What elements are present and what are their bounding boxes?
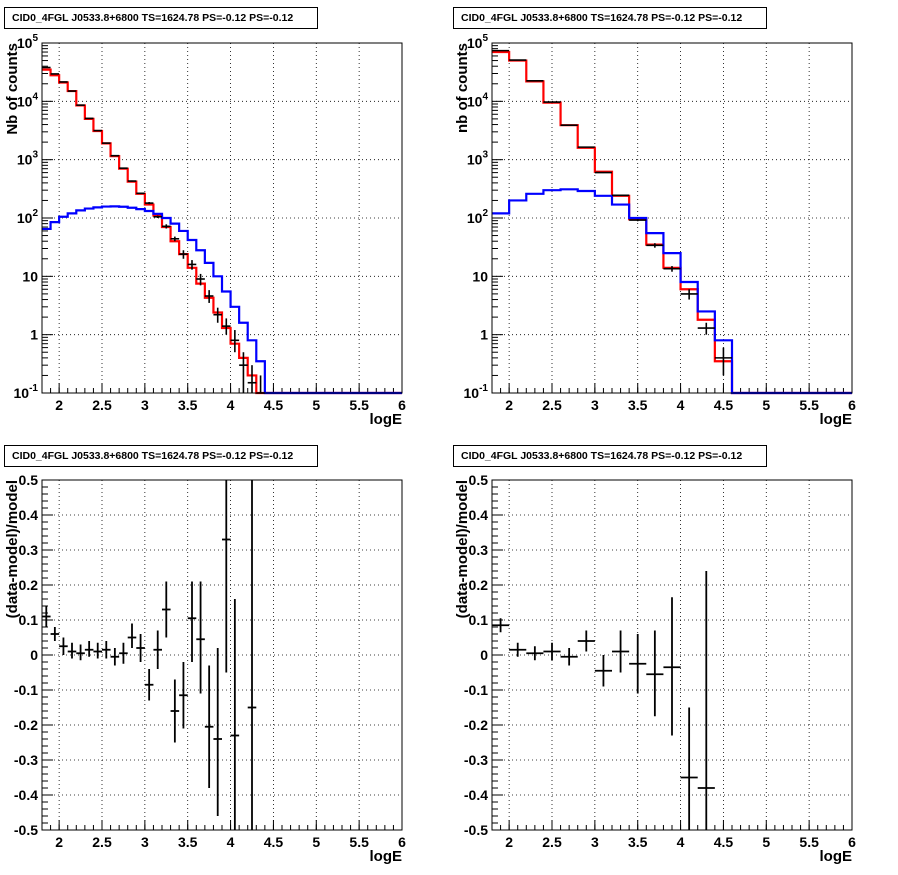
y-tick-label: -0.5 bbox=[14, 822, 38, 838]
title-bottom-right: CID0_4FGL J0533.8+6800 TS=1624.78 PS=-0.… bbox=[453, 445, 767, 467]
x-tick-label: 4.5 bbox=[714, 834, 734, 850]
plot-frame bbox=[491, 479, 853, 831]
y-tick-label: 0.5 bbox=[19, 472, 39, 488]
y-tick-label: -0.4 bbox=[14, 787, 38, 803]
y-tick-label: 1 bbox=[30, 327, 38, 343]
y-tick-label: 0 bbox=[30, 647, 38, 663]
x-tick-label: 5.5 bbox=[349, 834, 369, 850]
x-tick-label: 3 bbox=[591, 834, 599, 850]
x-axis-label: logE bbox=[820, 411, 853, 428]
x-tick-label: 4.5 bbox=[264, 397, 284, 413]
histogram-series-1 bbox=[492, 188, 852, 395]
x-tick-label: 3.5 bbox=[178, 397, 198, 413]
chart-panel-1: 2 2.5 3 3.5 4 4.5 5 5.5 6 10-1 1 10 102 103 104 105 logE… bbox=[454, 33, 856, 428]
y-axis-label: (data-model)/model bbox=[4, 480, 21, 618]
x-axis-label: logE bbox=[370, 848, 403, 865]
y-tick-label: 0.2 bbox=[469, 577, 489, 593]
x-tick-label: 5.5 bbox=[349, 397, 369, 413]
y-axis-label: nb of counts bbox=[454, 43, 471, 133]
x-tick-label: 4 bbox=[227, 397, 235, 413]
y-tick-label: 10 bbox=[22, 268, 38, 284]
y-tick-label: 0.2 bbox=[19, 577, 39, 593]
x-tick-label: 2.5 bbox=[542, 834, 562, 850]
x-tick-label: 2 bbox=[505, 397, 513, 413]
histogram-series-0 bbox=[492, 50, 852, 395]
y-tick-label: 102 bbox=[467, 208, 489, 226]
x-tick-label: 6 bbox=[848, 834, 856, 850]
y-tick-label: 103 bbox=[467, 150, 489, 168]
y-tick-label: 0.1 bbox=[469, 612, 489, 628]
x-tick-label: 3.5 bbox=[178, 834, 198, 850]
x-tick-label: 4.5 bbox=[264, 834, 284, 850]
chart-panel-0: 2 2.5 3 3.5 4 4.5 5 5.5 6 10-1 1 10 102 103 104 105 logE… bbox=[4, 33, 406, 428]
y-tick-label: 10-1 bbox=[464, 383, 489, 401]
y-tick-label: -0.3 bbox=[464, 752, 488, 768]
y-tick-label: -0.5 bbox=[464, 822, 488, 838]
x-tick-label: 5 bbox=[312, 834, 320, 850]
y-tick-label: 1 bbox=[480, 327, 488, 343]
y-tick-label: 104 bbox=[467, 91, 489, 109]
x-tick-label: 2.5 bbox=[542, 397, 562, 413]
title-top-left: CID0_4FGL J0533.8+6800 TS=1624.78 PS=-0.… bbox=[4, 7, 318, 29]
x-tick-label: 5 bbox=[762, 397, 770, 413]
y-tick-label: 104 bbox=[17, 91, 39, 109]
y-tick-label: 0.3 bbox=[19, 542, 39, 558]
x-tick-label: 3.5 bbox=[628, 397, 648, 413]
plot-frame bbox=[41, 42, 403, 394]
y-tick-label: 0.4 bbox=[469, 507, 489, 523]
x-tick-label: 2.5 bbox=[92, 834, 112, 850]
x-tick-label: 4 bbox=[677, 834, 685, 850]
x-tick-label: 2 bbox=[505, 834, 513, 850]
x-tick-label: 3 bbox=[141, 834, 149, 850]
y-tick-label: 105 bbox=[17, 33, 39, 51]
title-top-right: CID0_4FGL J0533.8+6800 TS=1624.78 PS=-0.… bbox=[453, 7, 767, 29]
y-tick-label: 10 bbox=[472, 268, 488, 284]
x-tick-label: 5 bbox=[312, 397, 320, 413]
y-tick-label: 102 bbox=[17, 208, 39, 226]
y-tick-label: -0.4 bbox=[464, 787, 488, 803]
x-axis-label: logE bbox=[370, 411, 403, 428]
x-tick-label: 2 bbox=[55, 397, 63, 413]
plot-frame bbox=[491, 42, 853, 394]
y-axis-label: Nb of counts bbox=[4, 43, 21, 135]
y-tick-label: -0.2 bbox=[14, 717, 38, 733]
histogram-series-1 bbox=[42, 205, 402, 395]
x-tick-label: 4 bbox=[227, 834, 235, 850]
chart-panel-3: 2 2.5 3 3.5 4 4.5 5 5.5 6 -0.5 -0.4 -0.3 -0.2 -0.1 0 0.… bbox=[454, 472, 856, 865]
x-tick-label: 5.5 bbox=[799, 834, 819, 850]
y-tick-label: 0 bbox=[480, 647, 488, 663]
x-tick-label: 2 bbox=[55, 834, 63, 850]
x-tick-label: 6 bbox=[398, 397, 406, 413]
title-bottom-left: CID0_4FGL J0533.8+6800 TS=1624.78 PS=-0.… bbox=[4, 445, 318, 467]
x-axis-label: logE bbox=[820, 848, 853, 865]
x-tick-label: 6 bbox=[398, 834, 406, 850]
y-tick-label: 10-1 bbox=[14, 383, 39, 401]
x-tick-label: 3 bbox=[141, 397, 149, 413]
y-tick-label: -0.1 bbox=[464, 682, 488, 698]
y-tick-label: 103 bbox=[17, 150, 39, 168]
x-tick-label: 6 bbox=[848, 397, 856, 413]
y-tick-label: -0.3 bbox=[14, 752, 38, 768]
y-tick-label: 0.3 bbox=[469, 542, 489, 558]
x-tick-label: 3.5 bbox=[628, 834, 648, 850]
x-tick-label: 3 bbox=[591, 397, 599, 413]
y-tick-label: 0.1 bbox=[19, 612, 39, 628]
x-tick-label: 5.5 bbox=[799, 397, 819, 413]
x-tick-label: 4.5 bbox=[714, 397, 734, 413]
y-axis-label: (data-model)/model bbox=[454, 480, 471, 618]
x-tick-label: 2.5 bbox=[92, 397, 112, 413]
y-tick-label: -0.1 bbox=[14, 682, 38, 698]
x-tick-label: 4 bbox=[677, 397, 685, 413]
y-tick-label: 105 bbox=[467, 33, 489, 51]
y-tick-label: -0.2 bbox=[464, 717, 488, 733]
y-tick-label: 0.4 bbox=[19, 507, 39, 523]
plot-frame bbox=[41, 479, 403, 831]
chart-panel-2: 2 2.5 3 3.5 4 4.5 5 5.5 6 -0.5 -0.4 -0.3 -0.2 -0.1 0 0.… bbox=[4, 472, 406, 865]
histogram-series-0 bbox=[42, 68, 402, 395]
y-tick-label: 0.5 bbox=[469, 472, 489, 488]
x-tick-label: 5 bbox=[762, 834, 770, 850]
